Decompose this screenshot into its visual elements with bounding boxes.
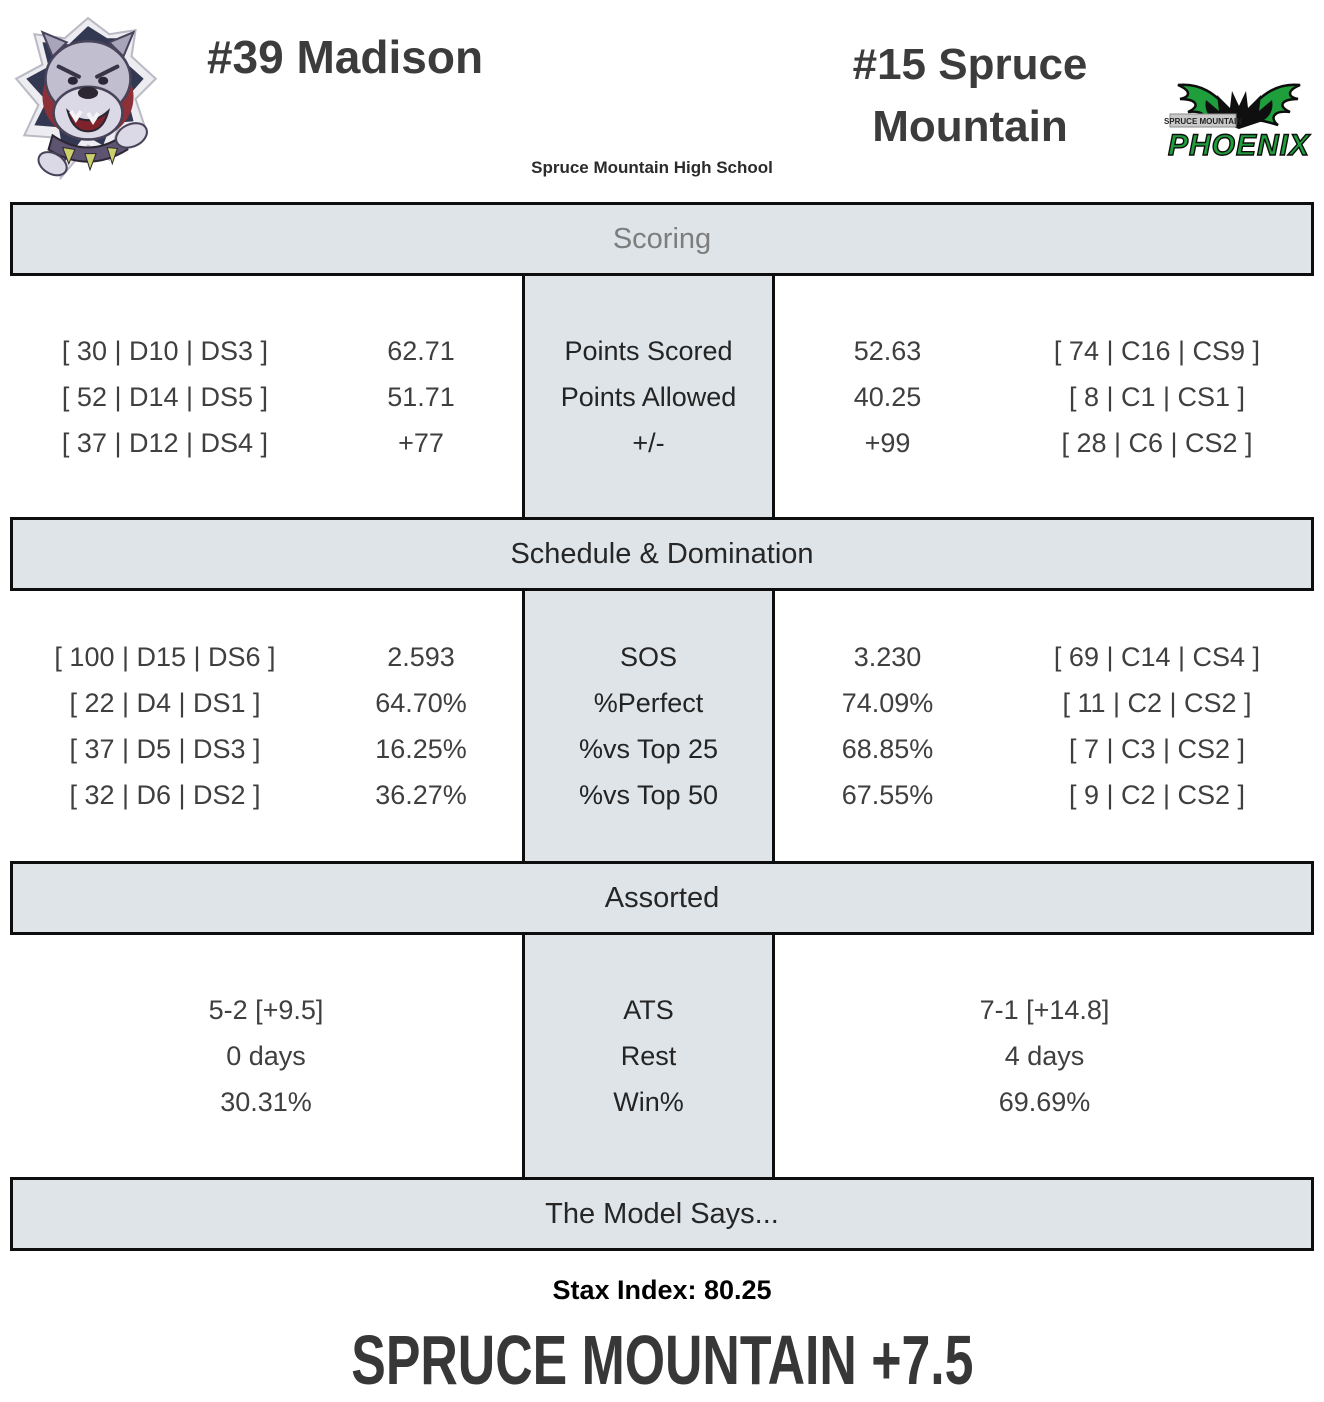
assorted-body: 5-2 [+9.5] 0 days 30.31% ATS Rest Win% 7… (10, 935, 1314, 1177)
madison-value: 16.25% (375, 734, 467, 764)
madison-value: 5-2 [+9.5] (208, 995, 324, 1025)
metric-label: %vs Top 25 (578, 734, 719, 764)
madison-values-column: 2.593 64.70% 16.25% 36.27% (320, 591, 522, 861)
madison-bulldogs-logo-icon (14, 16, 158, 181)
madison-rank: [ 37 | D5 | DS3 ] (69, 734, 261, 764)
section-title: The Model Says... (545, 1197, 779, 1230)
right-team-title-line2: Mountain (872, 102, 1068, 151)
spruce-values-column: 3.230 74.09% 68.85% 67.55% (775, 591, 1000, 861)
madison-value: 36.27% (375, 780, 467, 810)
madison-value: +77 (398, 427, 444, 458)
metric-label: Points Scored (564, 335, 733, 366)
scoring-body: [ 30 | D10 | DS3 ] [ 52 | D14 | DS5 ] [ … (10, 276, 1314, 517)
spruce-value: 7-1 [+14.8] (979, 995, 1110, 1025)
metric-label: SOS (619, 642, 678, 672)
spruce-ranks-column: [ 74 | C16 | CS9 ] [ 8 | C1 | CS1 ] [ 28… (1000, 276, 1314, 517)
spruce-value: 67.55% (841, 780, 934, 810)
section-header-scoring: Scoring (10, 202, 1314, 276)
spruce-values-column: 7-1 [+14.8] 4 days 69.69% (775, 935, 1314, 1177)
spruce-value: 3.230 (853, 642, 922, 672)
madison-rank: [ 32 | D6 | DS2 ] (69, 780, 261, 810)
spruce-rank: [ 69 | C14 | CS4 ] (1053, 642, 1261, 672)
spruce-value: 68.85% (841, 734, 934, 764)
metric-label: Win% (613, 1087, 684, 1117)
metric-label: %Perfect (593, 688, 704, 718)
phoenix-logo-subtext: SPRUCE MOUNTAIN (1164, 117, 1242, 126)
stax-index: Stax Index: 80.25 (552, 1275, 772, 1305)
model-pick-text: SPRUCE MOUNTAIN +7.5 (350, 1321, 974, 1399)
spruce-value: 52.63 (853, 335, 922, 366)
matchup-header: #39 Madison #15 Spruce Mountain SPRUCE M… (0, 0, 1324, 202)
section-header-schedule: Schedule & Domination (10, 517, 1314, 591)
spruce-mountain-phoenix-logo-icon: SPRUCE MOUNTAIN PHOENIX (1164, 83, 1311, 163)
metric-label: %vs Top 50 (578, 780, 719, 810)
spruce-value: 4 days (1004, 1041, 1085, 1071)
madison-rank: [ 22 | D4 | DS1 ] (69, 688, 261, 718)
madison-value: 0 days (226, 1041, 306, 1071)
spruce-rank: [ 28 | C6 | CS2 ] (1061, 427, 1253, 458)
right-team-title-line1: #15 Spruce (852, 40, 1088, 89)
metric-label: Points Allowed (560, 381, 737, 412)
matchup-subtitle: Spruce Mountain High School (531, 158, 773, 177)
madison-rank: [ 30 | D10 | DS3 ] (61, 335, 269, 366)
spruce-value: 74.09% (841, 688, 934, 718)
section-title: Schedule & Domination (510, 537, 814, 570)
madison-value: 64.70% (375, 688, 467, 718)
madison-values-column: 5-2 [+9.5] 0 days 30.31% (10, 935, 522, 1177)
section-header-assorted: Assorted (10, 861, 1314, 935)
spruce-value: +99 (864, 427, 911, 458)
spruce-ranks-column: [ 69 | C14 | CS4 ] [ 11 | C2 | CS2 ] [ 7… (1000, 591, 1314, 861)
madison-value: 51.71 (387, 381, 455, 412)
metric-label: Rest (620, 1041, 677, 1071)
metric-labels-column: Points Scored Points Allowed +/- (522, 276, 775, 517)
madison-values-column: 62.71 51.71 +77 (320, 276, 522, 517)
spruce-rank: [ 8 | C1 | CS1 ] (1068, 381, 1246, 412)
spruce-rank: [ 7 | C3 | CS2 ] (1068, 734, 1246, 764)
madison-value: 62.71 (387, 335, 455, 366)
madison-rank: [ 37 | D12 | DS4 ] (61, 427, 269, 458)
metric-label: ATS (623, 995, 674, 1025)
spruce-values-column: 52.63 40.25 +99 (775, 276, 1000, 517)
section-title: Assorted (604, 881, 720, 914)
madison-rank: [ 100 | D15 | DS6 ] (54, 642, 276, 672)
phoenix-logo-text: PHOENIX (1168, 129, 1311, 162)
metric-label: +/- (632, 427, 665, 458)
spruce-value: 69.69% (998, 1087, 1091, 1117)
madison-rank: [ 52 | D14 | DS5 ] (61, 381, 269, 412)
spruce-value: 40.25 (853, 381, 922, 412)
metric-labels-column: SOS %Perfect %vs Top 25 %vs Top 50 (522, 591, 775, 861)
schedule-body: [ 100 | D15 | DS6 ] [ 22 | D4 | DS1 ] [ … (10, 591, 1314, 861)
spruce-rank: [ 11 | C2 | CS2 ] (1062, 688, 1252, 718)
model-pick: SPRUCE MOUNTAIN +7.5 (0, 1320, 1324, 1400)
madison-value: 30.31% (220, 1087, 312, 1117)
section-title: Scoring (612, 222, 712, 255)
madison-ranks-column: [ 100 | D15 | DS6 ] [ 22 | D4 | DS1 ] [ … (10, 591, 320, 861)
section-header-model-says: The Model Says... (10, 1177, 1314, 1251)
metric-labels-column: ATS Rest Win% (522, 935, 775, 1177)
spruce-rank: [ 74 | C16 | CS9 ] (1053, 335, 1261, 366)
madison-value: 2.593 (387, 642, 455, 672)
left-team-title: #39 Madison (206, 31, 484, 83)
spruce-rank: [ 9 | C2 | CS2 ] (1068, 780, 1246, 810)
right-team-title: #15 Spruce Mountain (780, 34, 1160, 158)
madison-ranks-column: [ 30 | D10 | DS3 ] [ 52 | D14 | DS5 ] [ … (10, 276, 320, 517)
